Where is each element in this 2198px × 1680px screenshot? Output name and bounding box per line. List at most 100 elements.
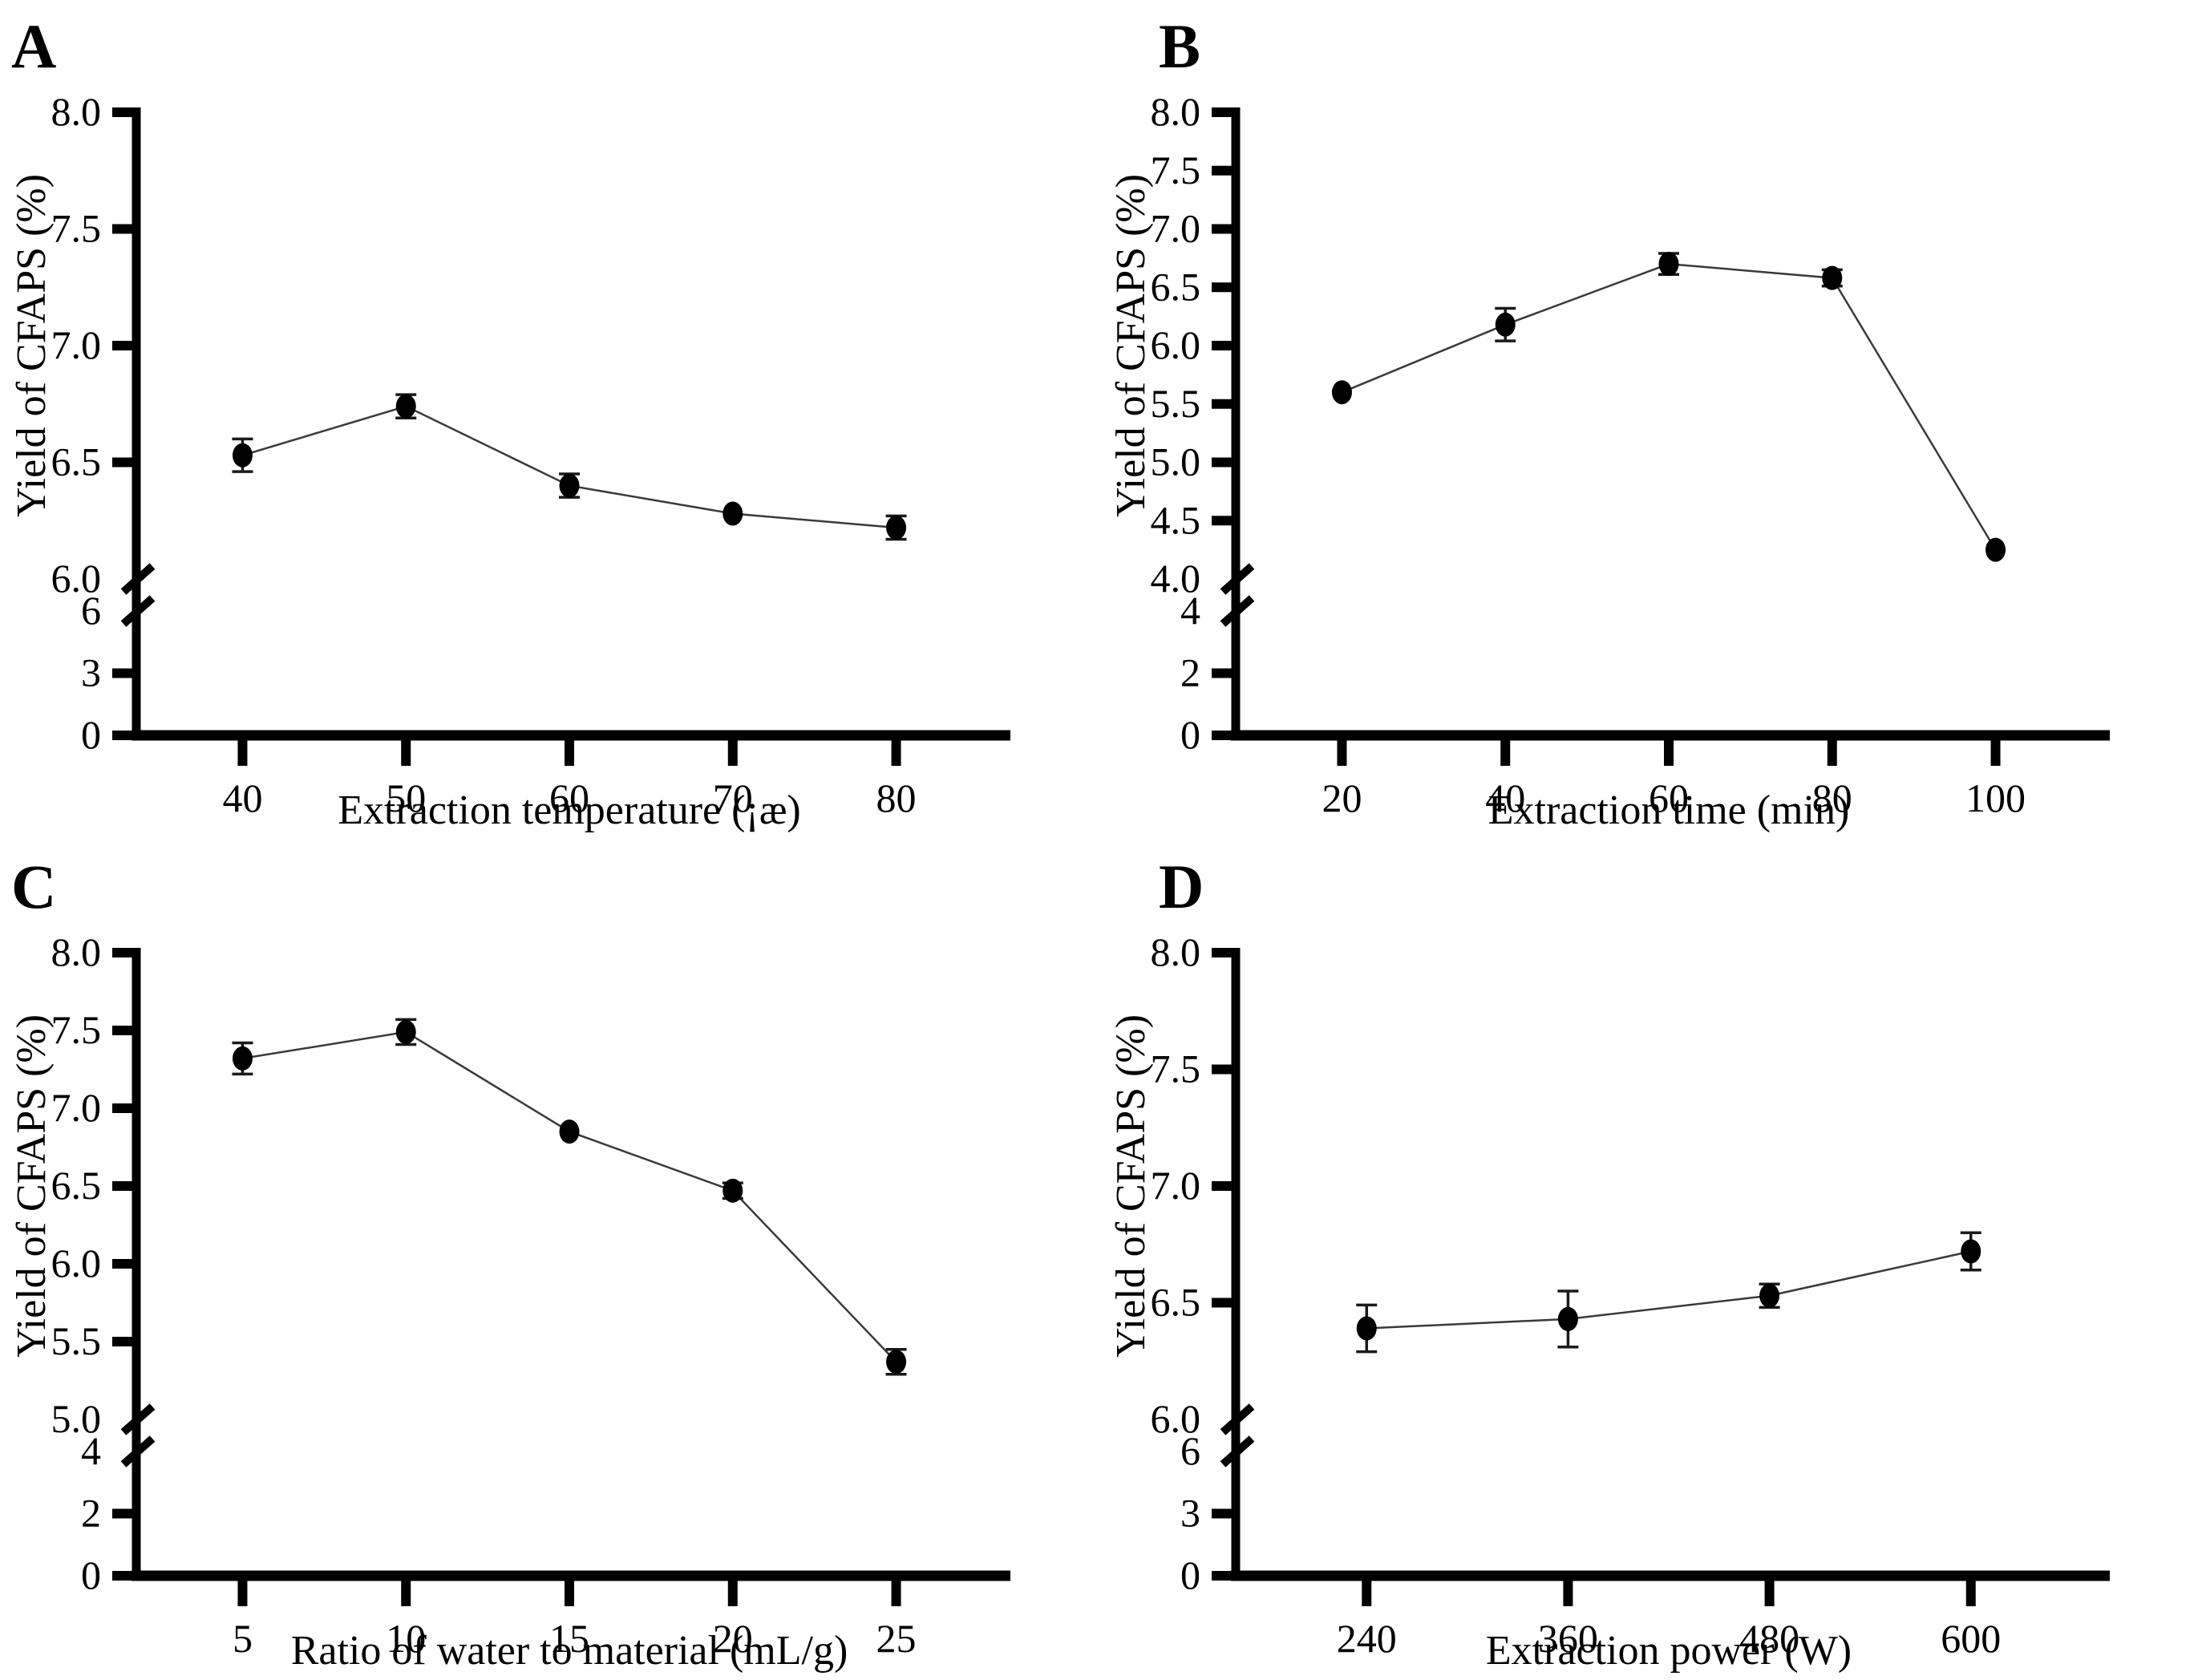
y-tick-label: 6.5 [1151,1280,1201,1325]
y-axis-tick [112,668,136,678]
x-axis-tick [727,1581,738,1606]
data-line [242,405,897,529]
y-axis-tick [1212,1508,1236,1519]
x-tick-label: 10 [386,1616,426,1661]
x-tick-label: 80 [876,775,917,820]
y-tick-label: 5.0 [51,1396,102,1441]
y-axis-tick [1212,668,1236,678]
data-point [559,473,580,498]
x-axis-tick [1664,740,1674,766]
data-line [1366,1250,1972,1330]
y-tick-label: 8.0 [51,89,102,134]
y-tick-label: 3 [81,650,101,695]
x-tick-label: 480 [1739,1616,1799,1661]
data-point [1495,312,1516,337]
y-axis-tick [112,1103,136,1113]
data-point [886,515,907,540]
y-tick-label: 5.0 [1151,439,1201,484]
y-tick-label: 4.0 [1151,556,1201,601]
y-axis-tick [1212,399,1236,409]
x-tick-label: 360 [1538,1616,1598,1661]
y-tick-label: 7.0 [1151,206,1201,251]
y-tick-label: 4 [1180,588,1200,633]
data-point [232,443,253,468]
y-tick-label: 2 [1180,650,1200,695]
data-point [395,394,416,419]
y-axis-tick [1212,341,1236,350]
y-tick-label: 0 [81,1552,101,1597]
x-axis-tick [891,740,901,766]
y-tick-label: 7.5 [1151,1046,1201,1091]
x-axis-tick [1563,1581,1573,1606]
y-axis-title: Yield of CFAPS (%) [1108,1014,1154,1358]
y-tick-label: 4 [81,1428,101,1473]
x-axis-tick [1965,1581,1976,1606]
y-tick-label: 0 [1180,712,1200,757]
y-tick-label: 7.0 [51,1085,102,1130]
x-axis-tick [727,740,738,766]
x-tick-label: 240 [1337,1616,1397,1661]
data-point [1822,265,1843,290]
x-axis-tick [565,1581,574,1606]
y-tick-label: 5.5 [1151,381,1201,426]
data-point [1961,1239,1981,1264]
y-axis-tick [112,1508,136,1519]
x-axis-title: Extraction time (min) [1488,787,1850,833]
data-point [1985,537,2006,562]
x-tick-label: 100 [1965,775,2026,820]
y-tick-label: 6.0 [1151,1396,1201,1441]
y-axis-tick [112,1259,136,1269]
x-tick-label: 600 [1941,1616,2001,1661]
y-axis-tick [112,224,136,234]
panel-letter: A [11,11,56,81]
x-tick-label: 40 [222,775,262,820]
y-tick-label: 6.5 [51,439,102,484]
y-axis-tick [1212,1181,1236,1191]
data-point [1658,252,1679,277]
y-tick-label: 2 [81,1491,101,1536]
x-tick-label: 20 [713,1616,753,1661]
y-tick-label: 6.5 [1151,264,1201,309]
y-axis-tick [1212,457,1236,468]
data-line [242,1030,897,1363]
x-tick-label: 25 [876,1616,917,1661]
x-axis-title: Extraction temperature (¡æ) [338,787,801,833]
x-axis-tick [401,1581,411,1606]
y-axis-title: Yield of CFAPS (%) [9,174,55,517]
y-tick-label: 7.0 [51,322,102,367]
data-point [1557,1306,1578,1331]
y-tick-label: 8.0 [1151,929,1201,974]
axis-break-slash-lower [120,595,156,627]
y-axis-tick [1212,107,1236,117]
y-axis-tick [1212,1297,1236,1308]
data-point [1331,380,1352,405]
y-axis-tick [112,731,136,740]
y-tick-label: 6.0 [51,556,102,601]
y-axis-tick [112,107,136,117]
y-tick-label: 0 [1180,1552,1200,1597]
y-tick-label: 6 [81,588,101,633]
panel-letter: C [11,852,56,921]
data-point [395,1019,416,1044]
y-tick-label: 7.5 [51,206,102,251]
axis-break-slash-upper [1220,563,1255,595]
x-axis-title: Ratio of water to material (mL/g) [291,1628,848,1674]
axis-break-slash-lower [120,1435,156,1467]
axis-break-slash-upper [120,563,156,595]
y-tick-label: 6 [1180,1428,1200,1473]
x-tick-label: 80 [1812,775,1852,820]
y-axis-tick [112,341,136,350]
x-axis-tick [1337,740,1347,766]
axis-break-slash-upper [120,1403,156,1435]
y-axis-tick [1212,165,1236,176]
x-tick-label: 60 [1649,775,1689,820]
x-axis-title: Extraction power (W) [1486,1628,1852,1674]
axis-break-slash-lower [1220,1435,1255,1467]
y-tick-label: 5.5 [51,1318,102,1363]
x-tick-label: 70 [713,775,753,820]
x-axis-tick [237,1581,248,1606]
x-axis-tick [1827,740,1837,766]
